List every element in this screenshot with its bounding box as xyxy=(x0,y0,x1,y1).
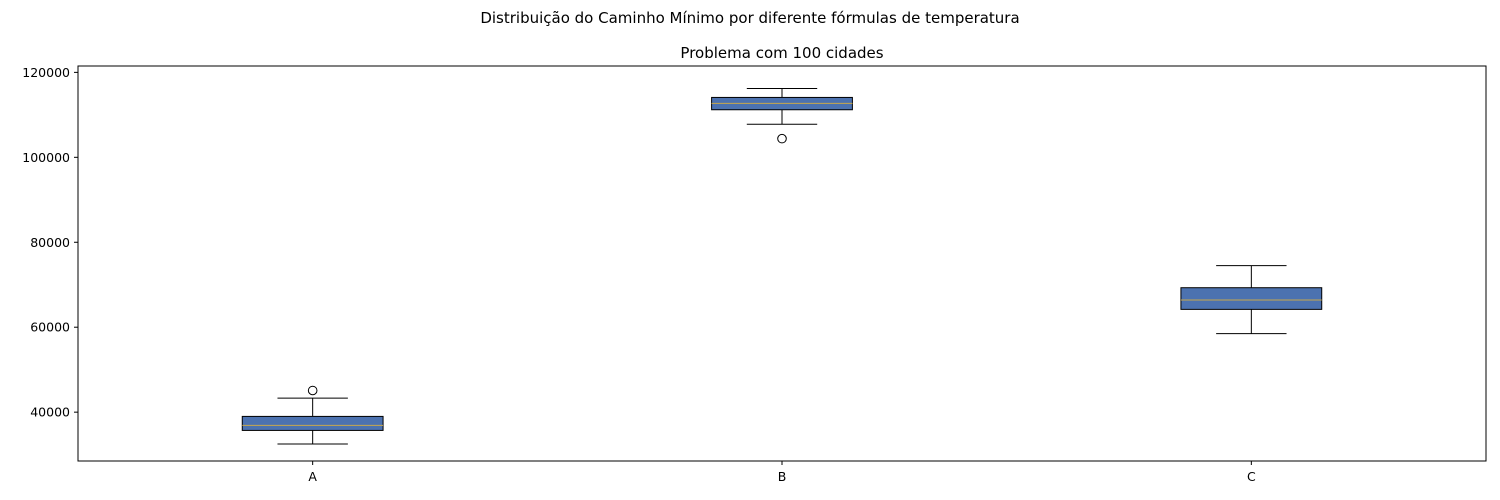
x-tick-label: A xyxy=(308,469,317,484)
x-tick-label: C xyxy=(1247,469,1256,484)
plot-area-frame xyxy=(77,65,1487,462)
chart-title: Problema com 100 cidades xyxy=(680,44,883,62)
y-tick-label: 80000 xyxy=(30,235,70,250)
y-tick-label: 120000 xyxy=(22,65,70,80)
iqr-box xyxy=(241,415,384,431)
box-a xyxy=(241,385,384,445)
outlier-point xyxy=(307,385,318,396)
box-c xyxy=(1180,265,1323,335)
iqr-box xyxy=(1180,287,1323,310)
x-axis: A B C xyxy=(308,461,1256,484)
y-tick-label: 60000 xyxy=(30,320,70,335)
y-tick-label: 100000 xyxy=(22,150,70,165)
box-b xyxy=(711,88,853,144)
y-tick-label: 40000 xyxy=(30,405,70,420)
boxplot-series xyxy=(241,88,1323,445)
chart-suptitle: Distribuição do Caminho Mínimo por difer… xyxy=(480,9,1019,27)
x-tick-label: B xyxy=(778,469,787,484)
y-axis: 40000 60000 80000 100000 120000 xyxy=(22,65,78,420)
outlier-point xyxy=(777,133,787,144)
